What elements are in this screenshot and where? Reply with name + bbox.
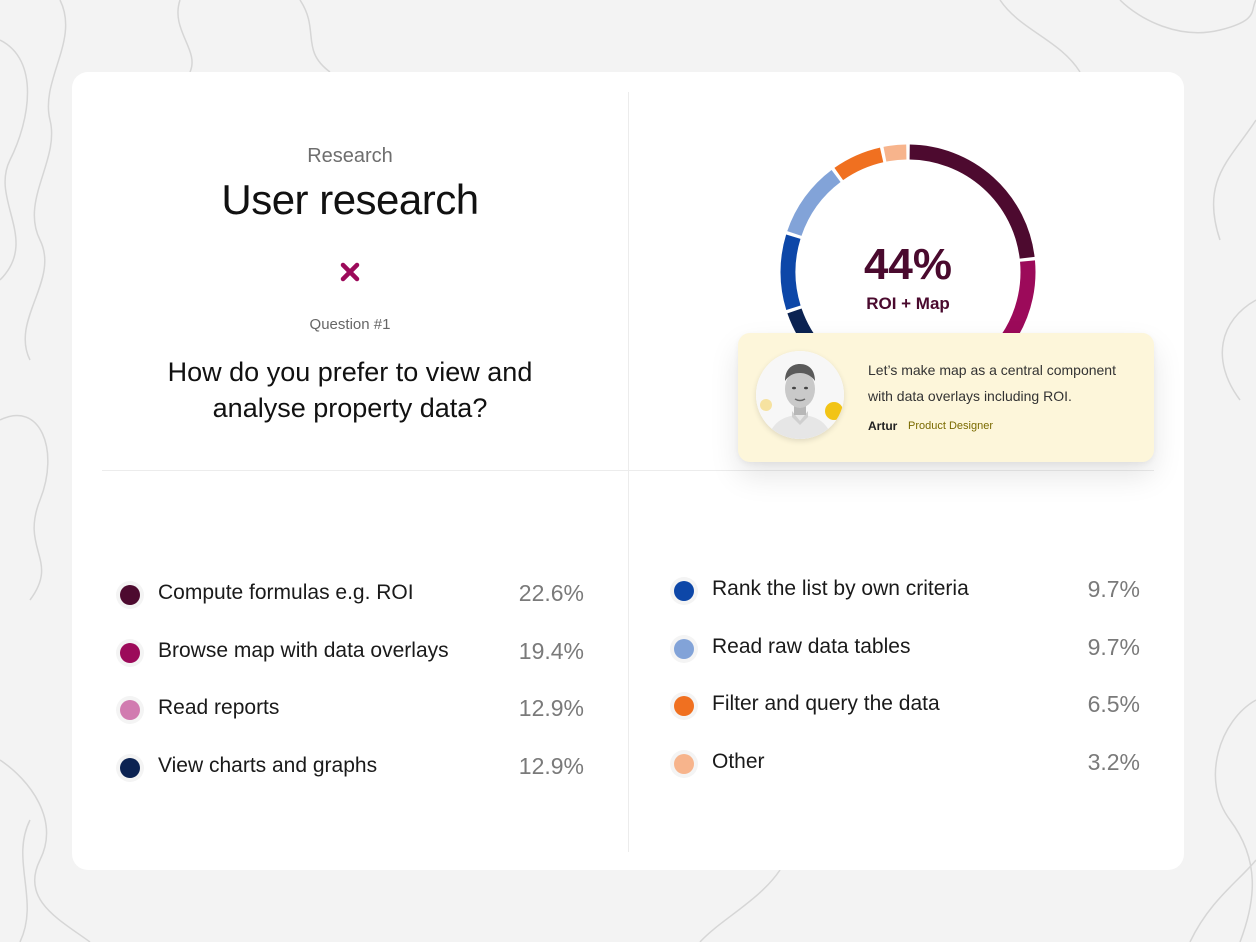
legend-value: 9.7% [1087,576,1140,602]
legend-swatch [674,696,694,716]
legend-value: 12.9% [518,695,584,721]
legend-item: Other 3.2% [666,745,1146,803]
legend-swatch [120,585,140,605]
legend-value: 22.6% [518,580,584,606]
legend-label: Browse map with data overlays [158,638,449,662]
donut-center-percent: 44% [863,240,953,289]
comment-author-role: Product Designer [908,420,993,432]
question-number: Question #1 [309,316,391,333]
legend-value: 9.7% [1087,633,1140,660]
user-avatar [756,351,844,439]
legend-label: Compute formulas e.g. ROI [158,581,414,604]
donut-slice [780,234,801,310]
legend-right-column: Rank the list by own criteria 9.7% Read ra… [666,572,1146,802]
comment-author: Artur [868,419,898,433]
legend-label: Rank the list by own criteria [712,577,969,600]
page-title: User research [221,176,479,223]
legend-value: 19.4% [518,637,584,664]
legend-value: 3.2% [1087,748,1140,775]
legend-label: Other [712,749,765,773]
avatar-portrait-icon [756,351,844,439]
legend-swatch [674,753,694,774]
legend-label: Filter and query the data [712,692,940,715]
comment-card: Let’s make map as a central component wi… [738,333,1154,462]
legend-item: Read raw data tables 9.7% [666,630,1146,688]
question-text: How do you prefer to view and analyse pr… [167,357,533,423]
legend-label: Read reports [158,696,280,719]
donut-slice [787,169,841,237]
legend-swatch [120,757,140,778]
legend-item: Read reports 12.9% [112,691,590,749]
legend-item: Filter and query the data 6.5% [666,687,1146,745]
legend-swatch [120,642,140,663]
research-card: Research User research Question #1 How d… [72,72,1184,870]
legend-label: Read raw data tables [712,634,911,658]
comment-text: Let’s make map as a central component wi… [868,362,1116,404]
donut-slice [909,144,1035,259]
category-label: Research [307,145,393,167]
donut-slice [834,147,884,181]
legend-value: 6.5% [1087,691,1140,717]
legend-left-column: Compute formulas e.g. ROI 22.6% Browse map… [112,576,590,806]
legend-swatch [674,581,694,601]
legend-swatch [674,638,694,659]
donut-center-caption: ROI + Map [866,294,950,313]
legend-item: View charts and graphs 12.9% [112,749,590,807]
donut-slice [883,144,907,162]
legend-value: 12.9% [518,752,584,779]
close-icon [340,262,360,282]
legend-swatch [120,700,140,720]
legend-item: Browse map with data overlays 19.4% [112,634,590,692]
legend-item: Rank the list by own criteria 9.7% [666,572,1146,630]
vertical-divider [628,92,629,852]
legend-item: Compute formulas e.g. ROI 22.6% [112,576,590,634]
legend-label: View charts and graphs [158,753,378,777]
horizontal-divider [102,470,1154,471]
